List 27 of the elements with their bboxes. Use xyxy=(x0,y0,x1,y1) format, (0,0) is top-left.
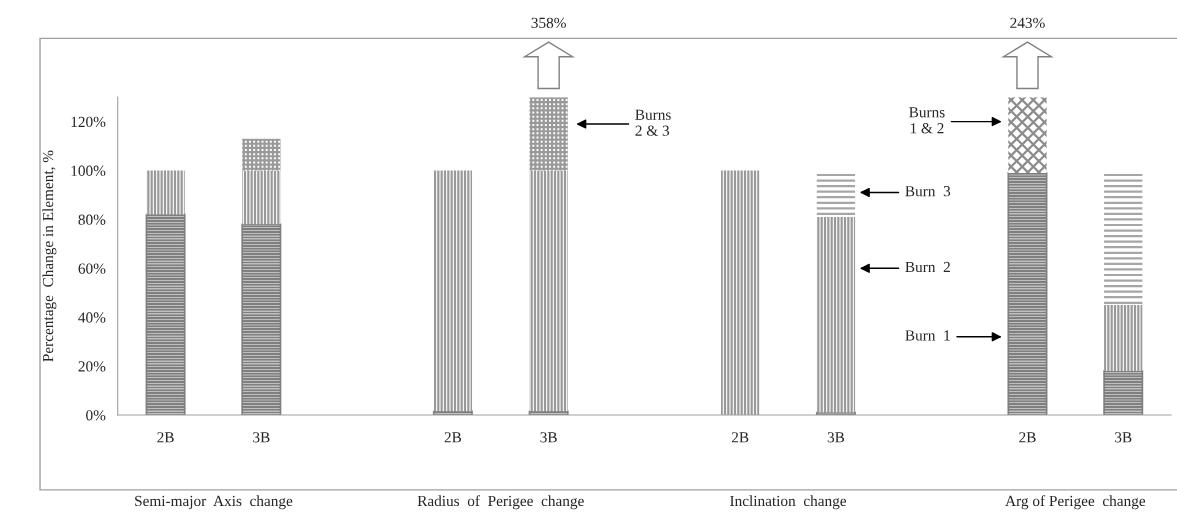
annotation: Burns 1 & 2 xyxy=(909,107,945,134)
y-tick-label: 100% xyxy=(71,165,106,176)
x-tick-label: 2B xyxy=(731,432,749,443)
y-axis-title: Percentage Change in Element, % xyxy=(42,150,57,362)
y-tick-label: 80% xyxy=(78,214,106,225)
annotation: Burns 2 & 3 xyxy=(635,109,671,136)
x-tick-label: 3B xyxy=(540,432,557,443)
x-tick-label: 3B xyxy=(1115,432,1132,443)
x-tick-label: 2B xyxy=(157,432,174,443)
y-tick-label: 60% xyxy=(78,263,106,274)
x-tick-label: 3B xyxy=(253,432,270,443)
annotation: Burn 3 xyxy=(905,186,951,197)
x-tick-label: 2B xyxy=(444,432,462,443)
text: Arg of Perigee change xyxy=(1005,495,1146,510)
annotation: Burn 2 xyxy=(905,261,950,273)
y-tick-label: 0% xyxy=(86,410,106,421)
text: Radius of Perigee change xyxy=(417,495,584,510)
text: Semi-major Axis change xyxy=(135,495,293,510)
text: Inclination change xyxy=(730,495,847,510)
text: 358% xyxy=(531,17,566,29)
y-tick-label: 40% xyxy=(78,312,106,323)
x-tick-label: 3B xyxy=(827,432,845,443)
y-tick-label: 20% xyxy=(78,361,106,372)
text: 243% xyxy=(1010,17,1045,29)
x-tick-label: 2B xyxy=(1019,432,1036,443)
y-tick-label: 120% xyxy=(71,116,106,128)
annotation: Burn 1 xyxy=(905,330,950,341)
